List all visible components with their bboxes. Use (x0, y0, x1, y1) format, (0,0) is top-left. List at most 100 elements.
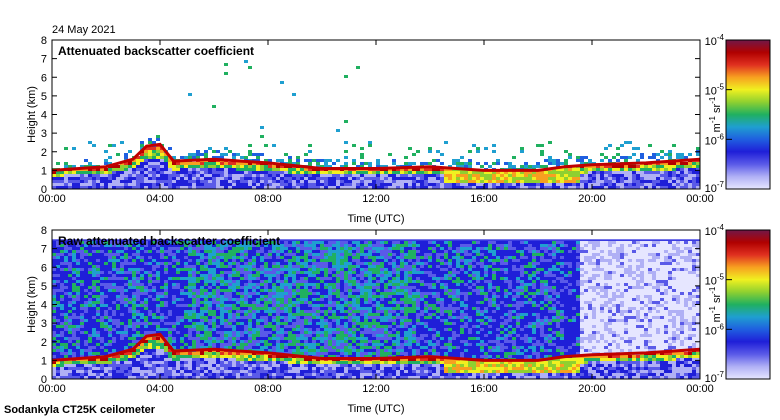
heatmap-cell (688, 168, 692, 171)
heatmap-cell (116, 280, 120, 283)
heatmap-cell (328, 346, 332, 349)
heatmap-cell (652, 186, 656, 189)
heatmap-cell (308, 144, 312, 147)
heatmap-cell (268, 304, 272, 307)
heatmap-cell (272, 301, 276, 304)
heatmap-cell (564, 174, 568, 177)
heatmap-cell (128, 352, 132, 355)
heatmap-cell (236, 186, 240, 189)
heatmap-cell (72, 259, 76, 262)
heatmap-cell (692, 165, 696, 168)
heatmap-cell (244, 352, 248, 355)
heatmap-cell (272, 331, 276, 334)
heatmap-cell (368, 186, 372, 189)
boundary-layer-trace (51, 142, 701, 172)
heatmap-cell (196, 153, 200, 156)
heatmap-cell (680, 180, 684, 183)
heatmap-cell (328, 274, 332, 277)
heatmap-cell (88, 277, 92, 280)
heatmap-cell (236, 277, 240, 280)
heatmap-cell (56, 331, 60, 334)
heatmap-cell (204, 247, 208, 250)
heatmap-cell (676, 165, 680, 168)
heatmap-cell (280, 247, 284, 250)
heatmap-cell (256, 337, 260, 340)
heatmap-cell (308, 186, 312, 189)
heatmap-cell (316, 186, 320, 189)
heatmap-cell (236, 295, 240, 298)
heatmap-cell (324, 274, 328, 277)
heatmap-cell (136, 289, 140, 292)
heatmap-cell (264, 289, 268, 292)
heatmap-cell (508, 162, 512, 165)
heatmap-cell (300, 301, 304, 304)
heatmap-cell (244, 307, 248, 310)
heatmap-cell (596, 183, 600, 186)
heatmap-cell (112, 268, 116, 271)
heatmap-cell (476, 186, 480, 189)
heatmap-cell (152, 286, 156, 289)
heatmap-cell (256, 165, 260, 168)
heatmap-cell (156, 271, 160, 274)
heatmap-cell (80, 307, 84, 310)
heatmap-cell (240, 355, 244, 358)
heatmap-cell (172, 370, 176, 373)
heatmap-cell (232, 367, 236, 370)
heatmap-cell (56, 304, 60, 307)
heatmap-cell (96, 340, 100, 343)
heatmap-cell (116, 174, 120, 177)
heatmap-cell (660, 171, 664, 174)
heatmap-cell (168, 256, 172, 259)
heatmap-cell (136, 174, 140, 177)
heatmap-cell (292, 340, 296, 343)
heatmap-cell (84, 159, 88, 162)
heatmap-cell (72, 174, 76, 177)
heatmap-cell (232, 262, 236, 265)
heatmap-cell (184, 241, 188, 244)
heatmap-cell (336, 280, 340, 283)
heatmap-cell (256, 283, 260, 286)
heatmap-cell (76, 280, 80, 283)
heatmap-cell (256, 301, 260, 304)
heatmap-cell (112, 259, 116, 262)
heatmap-cell (284, 265, 288, 268)
heatmap-cell (140, 186, 144, 189)
heatmap-cell (440, 177, 444, 180)
heatmap-cell (472, 174, 476, 177)
heatmap-cell (292, 271, 296, 274)
heatmap-cell (176, 283, 180, 286)
heatmap-cell (156, 174, 160, 177)
heatmap-cell (100, 304, 104, 307)
heatmap-cell (292, 334, 296, 337)
heatmap-cell (560, 162, 564, 165)
heatmap-cell (272, 340, 276, 343)
heatmap-cell (280, 250, 284, 253)
heatmap-cell (660, 186, 664, 189)
heatmap-cell (284, 370, 288, 373)
heatmap-cell (160, 180, 164, 183)
heatmap-cell (80, 349, 84, 352)
heatmap-cell (696, 162, 700, 165)
heatmap-cell (252, 262, 256, 265)
heatmap-cell (264, 376, 268, 379)
heatmap-cell (60, 262, 64, 265)
heatmap-cell (76, 376, 80, 379)
heatmap-cell (64, 177, 68, 180)
heatmap-cell (120, 349, 124, 352)
heatmap-cell (196, 250, 200, 253)
heatmap-cell (100, 364, 104, 367)
heatmap-cell (172, 352, 176, 355)
heatmap-cell (188, 376, 192, 379)
heatmap-cell (132, 373, 136, 376)
heatmap-cell (216, 256, 220, 259)
heatmap-cell (180, 331, 184, 334)
heatmap-cell (224, 247, 228, 250)
heatmap-cell (332, 177, 336, 180)
heatmap-cell (56, 247, 60, 250)
heatmap-cell (280, 367, 284, 370)
heatmap-cell (148, 352, 152, 355)
heatmap-cell (136, 159, 140, 162)
heatmap-cell (264, 364, 268, 367)
heatmap-cell (96, 319, 100, 322)
heatmap-cell (520, 183, 524, 186)
